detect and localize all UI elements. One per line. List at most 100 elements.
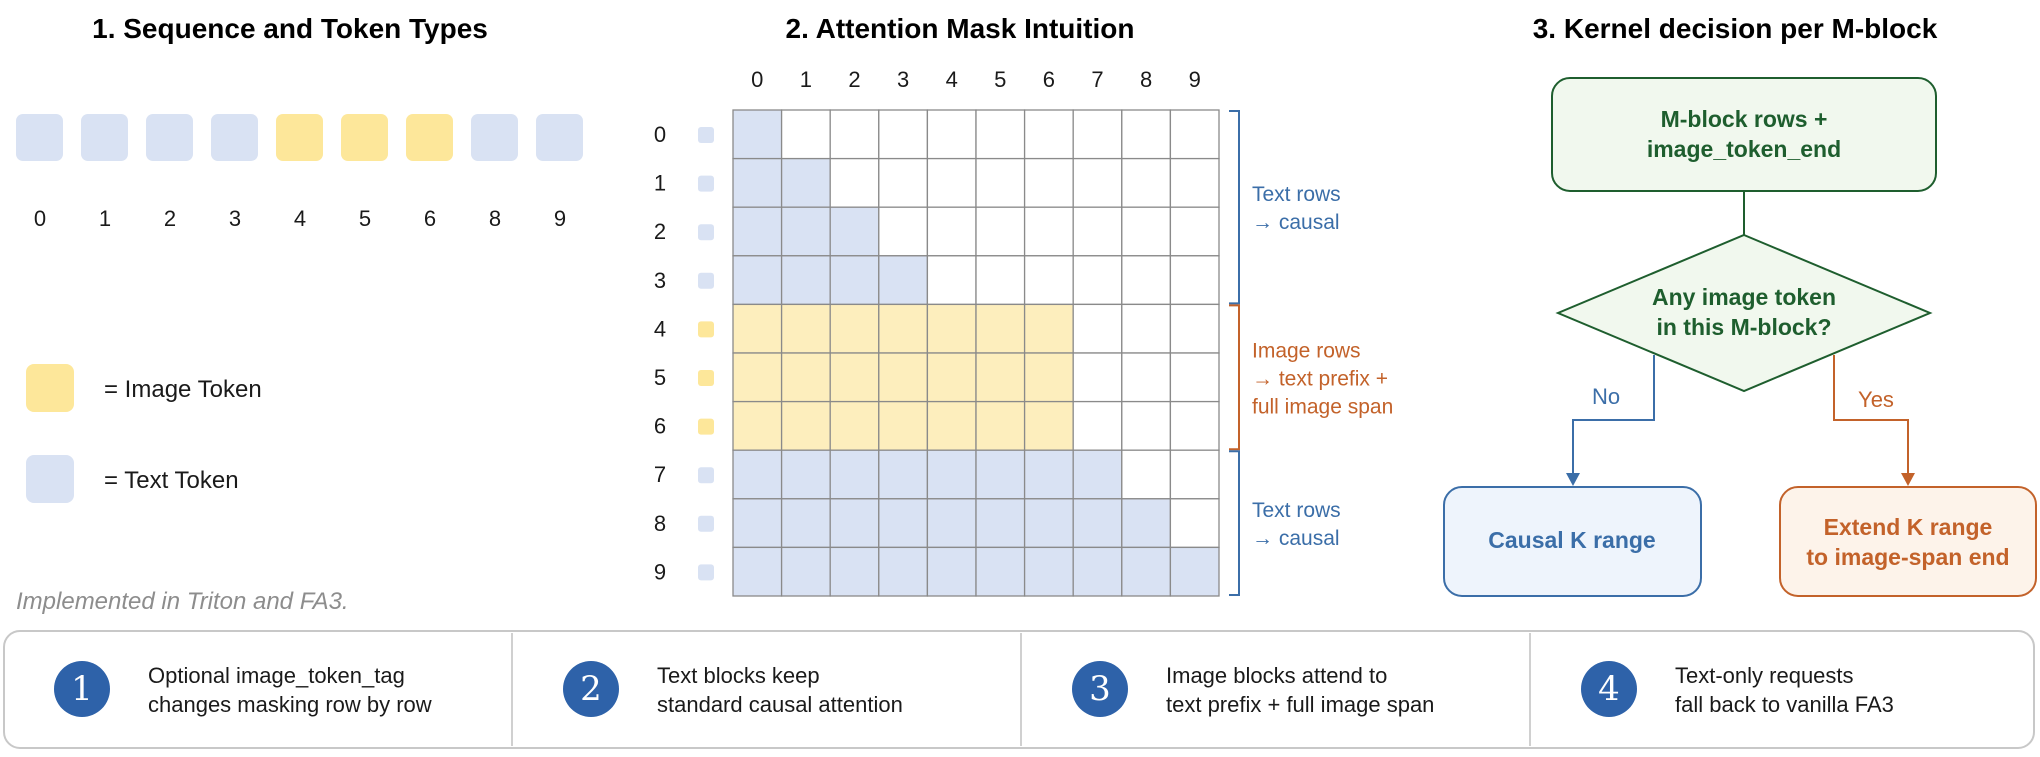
text-line: → text prefix + xyxy=(1252,367,1388,390)
row-index-label: 7 xyxy=(654,462,666,487)
mask-cell xyxy=(780,109,831,160)
mask-cell xyxy=(878,303,929,354)
mask-cell xyxy=(1023,303,1074,354)
text-line: M-block rows + xyxy=(1661,106,1828,132)
mask-cell xyxy=(829,109,880,160)
mask-cell xyxy=(1072,206,1123,257)
mask-cell xyxy=(1169,400,1220,451)
start-node xyxy=(1551,77,1937,192)
token-index-label: 9 xyxy=(554,206,566,231)
mask-cell xyxy=(732,546,783,597)
mask-cell xyxy=(1023,255,1074,306)
mask-cell xyxy=(975,206,1026,257)
mask-cell xyxy=(732,400,783,451)
legend-label: = Image Token xyxy=(104,376,262,403)
decision-node-label: Any image token in this M-block? xyxy=(1652,284,1836,340)
image-token-square xyxy=(341,114,388,161)
mask-cell xyxy=(1121,255,1172,306)
mask-cell xyxy=(1023,157,1074,208)
yes-branch-arrowhead xyxy=(1901,473,1915,486)
mask-cell xyxy=(926,157,977,208)
mask-cell xyxy=(732,449,783,500)
column-index-label: 7 xyxy=(1091,67,1103,92)
column-index-label: 0 xyxy=(751,67,763,92)
mask-cell xyxy=(878,546,929,597)
causal-k-range-label: Causal K range xyxy=(1488,527,1655,553)
row-type-marker xyxy=(698,127,714,143)
mask-cell xyxy=(829,206,880,257)
legend-label: = Text Token xyxy=(104,467,239,494)
start-node-label: M-block rows + image_token_end xyxy=(1647,106,1841,162)
extend-k-range-label: Extend K range to image-span end xyxy=(1806,514,2009,570)
mask-cell xyxy=(1072,352,1123,403)
attention-mask-grid: 0 1 2 3 4 5 6 7 8 9 0 1 2 3 4 5 6 7 8 9 xyxy=(654,67,1220,597)
text-line: Text rows xyxy=(1252,183,1341,206)
step-description: Image blocks attend to text prefix + ful… xyxy=(1166,661,1434,719)
row-index-label: 2 xyxy=(654,219,666,244)
token-index-label: 1 xyxy=(99,206,111,231)
mask-cell xyxy=(829,546,880,597)
text-line: → causal xyxy=(1252,527,1340,550)
mask-cell xyxy=(878,498,929,549)
column-index-label: 8 xyxy=(1140,67,1152,92)
mask-cell xyxy=(732,303,783,354)
mask-cell xyxy=(1072,449,1123,500)
mask-cell xyxy=(926,352,977,403)
mask-cell xyxy=(975,400,1026,451)
mask-cell xyxy=(780,206,831,257)
column-index-label: 6 xyxy=(1043,67,1055,92)
decision-node xyxy=(1555,233,1933,393)
mask-cell xyxy=(926,400,977,451)
step-card-1: 1 Optional image_token_tag changes maski… xyxy=(6,631,512,748)
mask-cell xyxy=(975,255,1026,306)
row-index-label: 6 xyxy=(654,414,666,439)
text-line: → causal xyxy=(1252,211,1340,234)
token-index-label: 8 xyxy=(489,206,501,231)
mask-cell xyxy=(1169,255,1220,306)
text-token-square xyxy=(81,114,128,161)
mask-cell xyxy=(780,157,831,208)
step-description: Optional image_token_tag changes masking… xyxy=(148,661,432,719)
mask-cell xyxy=(1121,109,1172,160)
row-index-label: 0 xyxy=(654,122,666,147)
mask-cell xyxy=(780,255,831,306)
mask-cell xyxy=(1121,546,1172,597)
text-token-square xyxy=(16,114,63,161)
step-card-3: 3 Image blocks attend to text prefix + f… xyxy=(1024,631,1530,748)
row-type-marker xyxy=(698,175,714,192)
step-number-badge: 4 xyxy=(1581,661,1637,717)
row-group-bracket xyxy=(1229,450,1240,596)
text-line: image_token_end xyxy=(1647,136,1841,162)
mask-cell xyxy=(780,498,831,549)
mask-cell xyxy=(829,255,880,306)
step-number-badge: 3 xyxy=(1072,661,1128,717)
row-index-label: 8 xyxy=(654,511,666,536)
text-token-square xyxy=(211,114,258,161)
row-type-marker xyxy=(698,224,714,241)
no-branch-label: No xyxy=(1592,384,1620,409)
column-index-label: 5 xyxy=(994,67,1006,92)
step-line: changes masking row by row xyxy=(148,692,432,717)
row-type-marker xyxy=(698,515,714,532)
text-line: Extend K range xyxy=(1824,514,1993,540)
mask-cell xyxy=(975,352,1026,403)
mask-cell xyxy=(732,255,783,306)
mask-cell xyxy=(780,400,831,451)
mask-cell xyxy=(732,352,783,403)
yes-branch-label: Yes xyxy=(1858,387,1894,412)
mask-cell xyxy=(1121,206,1172,257)
mask-cell xyxy=(878,206,929,257)
mask-cell xyxy=(1169,546,1220,597)
text-line: full image span xyxy=(1252,395,1393,418)
column-index-label: 2 xyxy=(848,67,860,92)
mask-cell xyxy=(1169,303,1220,354)
mask-cell xyxy=(926,498,977,549)
mask-cell xyxy=(829,498,880,549)
step-card-4: 4 Text-only requests fall back to vanill… xyxy=(1533,631,2039,748)
text-token-square xyxy=(471,114,518,161)
mask-cell xyxy=(829,449,880,500)
step-line: Text-only requests xyxy=(1675,663,1854,688)
mask-cell xyxy=(975,303,1026,354)
mask-cell xyxy=(732,157,783,208)
mask-cell xyxy=(878,109,929,160)
